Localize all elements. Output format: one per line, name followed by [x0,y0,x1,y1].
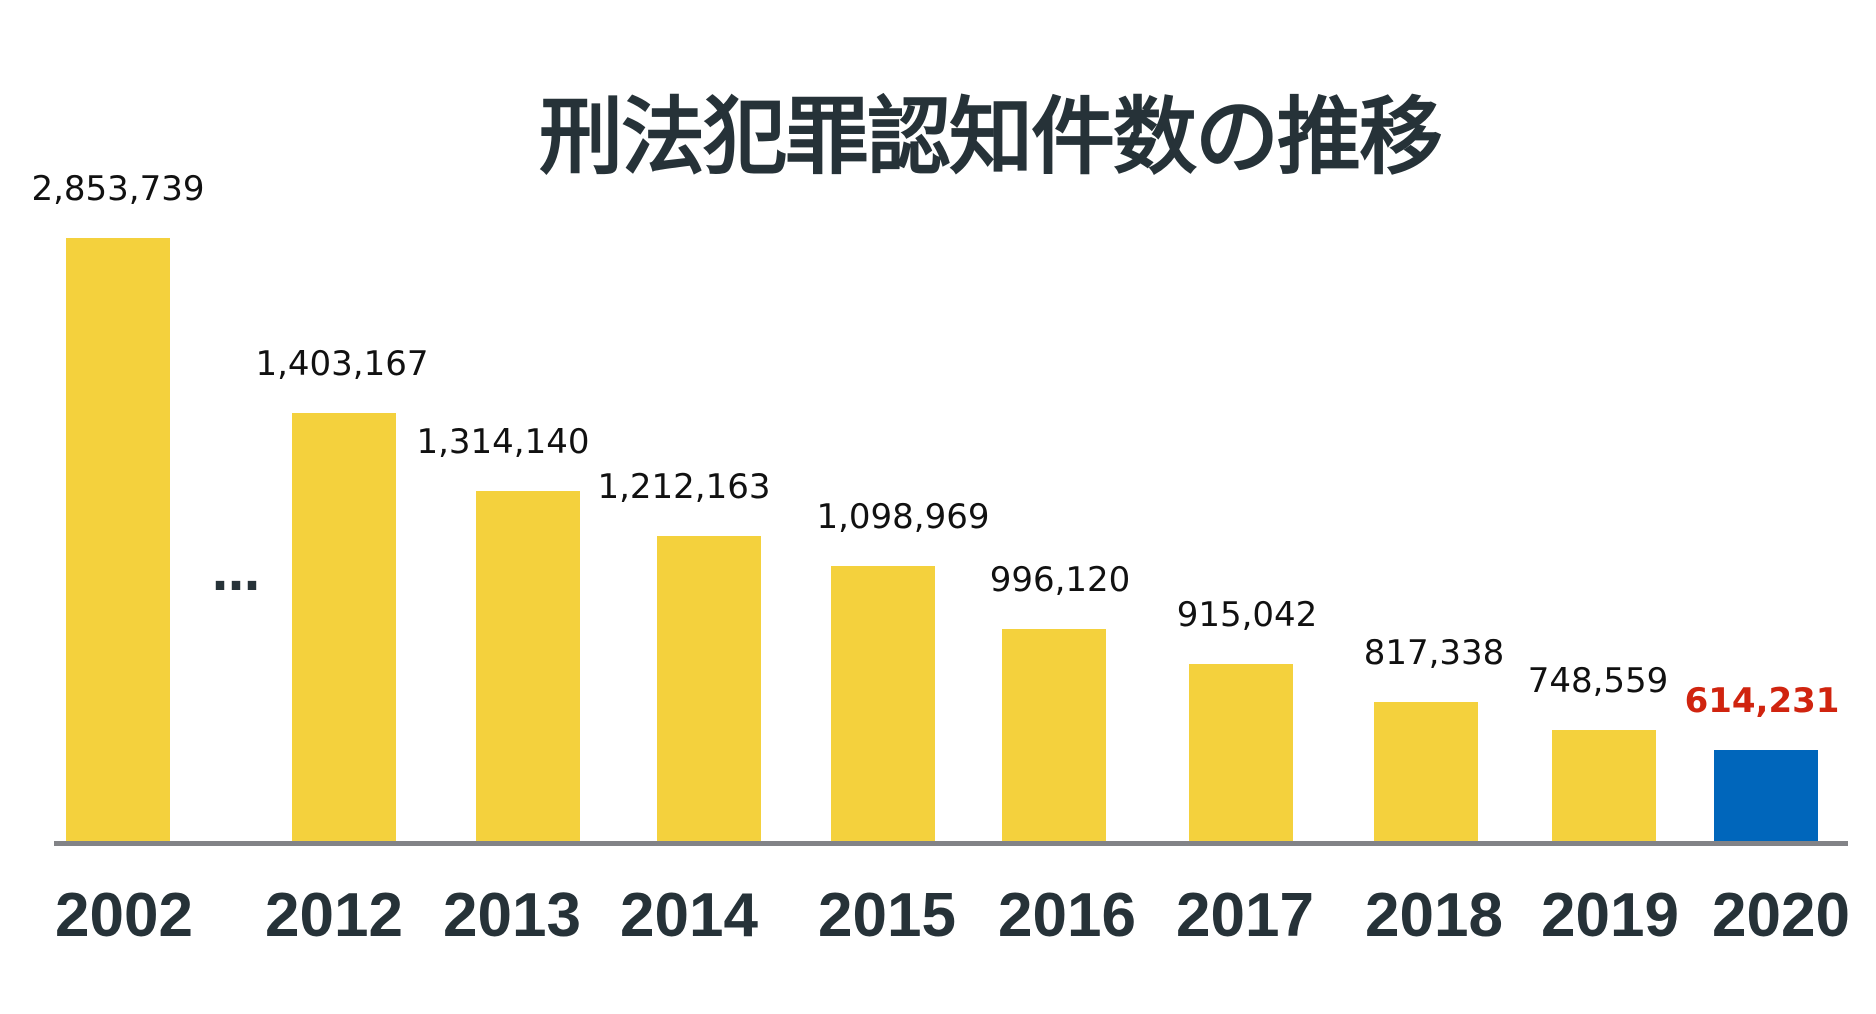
bar-2002 [66,238,170,841]
bar-2017 [1189,664,1293,841]
value-label-2020: 614,231 [1685,681,1840,721]
value-label-2019: 748,559 [1528,661,1669,701]
value-label-2016: 996,120 [990,560,1131,600]
bar-2019 [1552,730,1656,841]
value-label-2018: 817,338 [1364,633,1505,673]
bar-2016 [1002,629,1106,841]
value-label-2015: 1,098,969 [816,497,989,537]
value-label-2017: 915,042 [1177,595,1318,635]
value-label-2013: 1,314,140 [416,422,589,462]
x-tick-label-2013: 2013 [443,881,581,950]
value-label-2002: 2,853,739 [31,169,204,209]
value-label-2014: 1,212,163 [597,467,770,507]
bar-2014 [657,536,761,841]
x-tick-label-2012: 2012 [265,881,403,950]
x-tick-label-2002: 2002 [55,881,193,950]
x-tick-label-2020: 2020 [1712,881,1850,950]
x-tick-label-2014: 2014 [620,881,758,950]
x-tick-label-2017: 2017 [1176,881,1314,950]
x-tick-label-2018: 2018 [1365,881,1503,950]
bar-2015 [831,566,935,841]
bar-2020 [1714,750,1818,841]
bar-2013 [476,491,580,841]
x-axis-line [54,841,1848,846]
x-tick-label-2015: 2015 [818,881,956,950]
axis-break-ellipsis: … [212,546,260,602]
chart-title: 刑法犯罪認知件数の推移 [538,88,1443,186]
x-tick-label-2019: 2019 [1541,881,1679,950]
bar-2018 [1374,702,1478,841]
value-label-2012: 1,403,167 [255,344,428,384]
bar-2012 [292,413,396,841]
x-tick-label-2016: 2016 [998,881,1136,950]
